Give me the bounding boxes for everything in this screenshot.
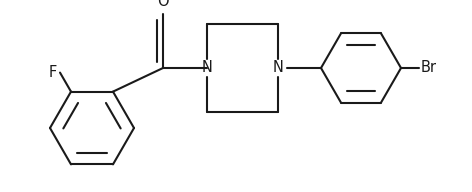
Text: N: N	[272, 60, 284, 75]
Text: N: N	[202, 60, 212, 75]
Text: Br: Br	[421, 60, 437, 75]
Text: F: F	[49, 65, 57, 80]
Text: O: O	[157, 0, 169, 9]
